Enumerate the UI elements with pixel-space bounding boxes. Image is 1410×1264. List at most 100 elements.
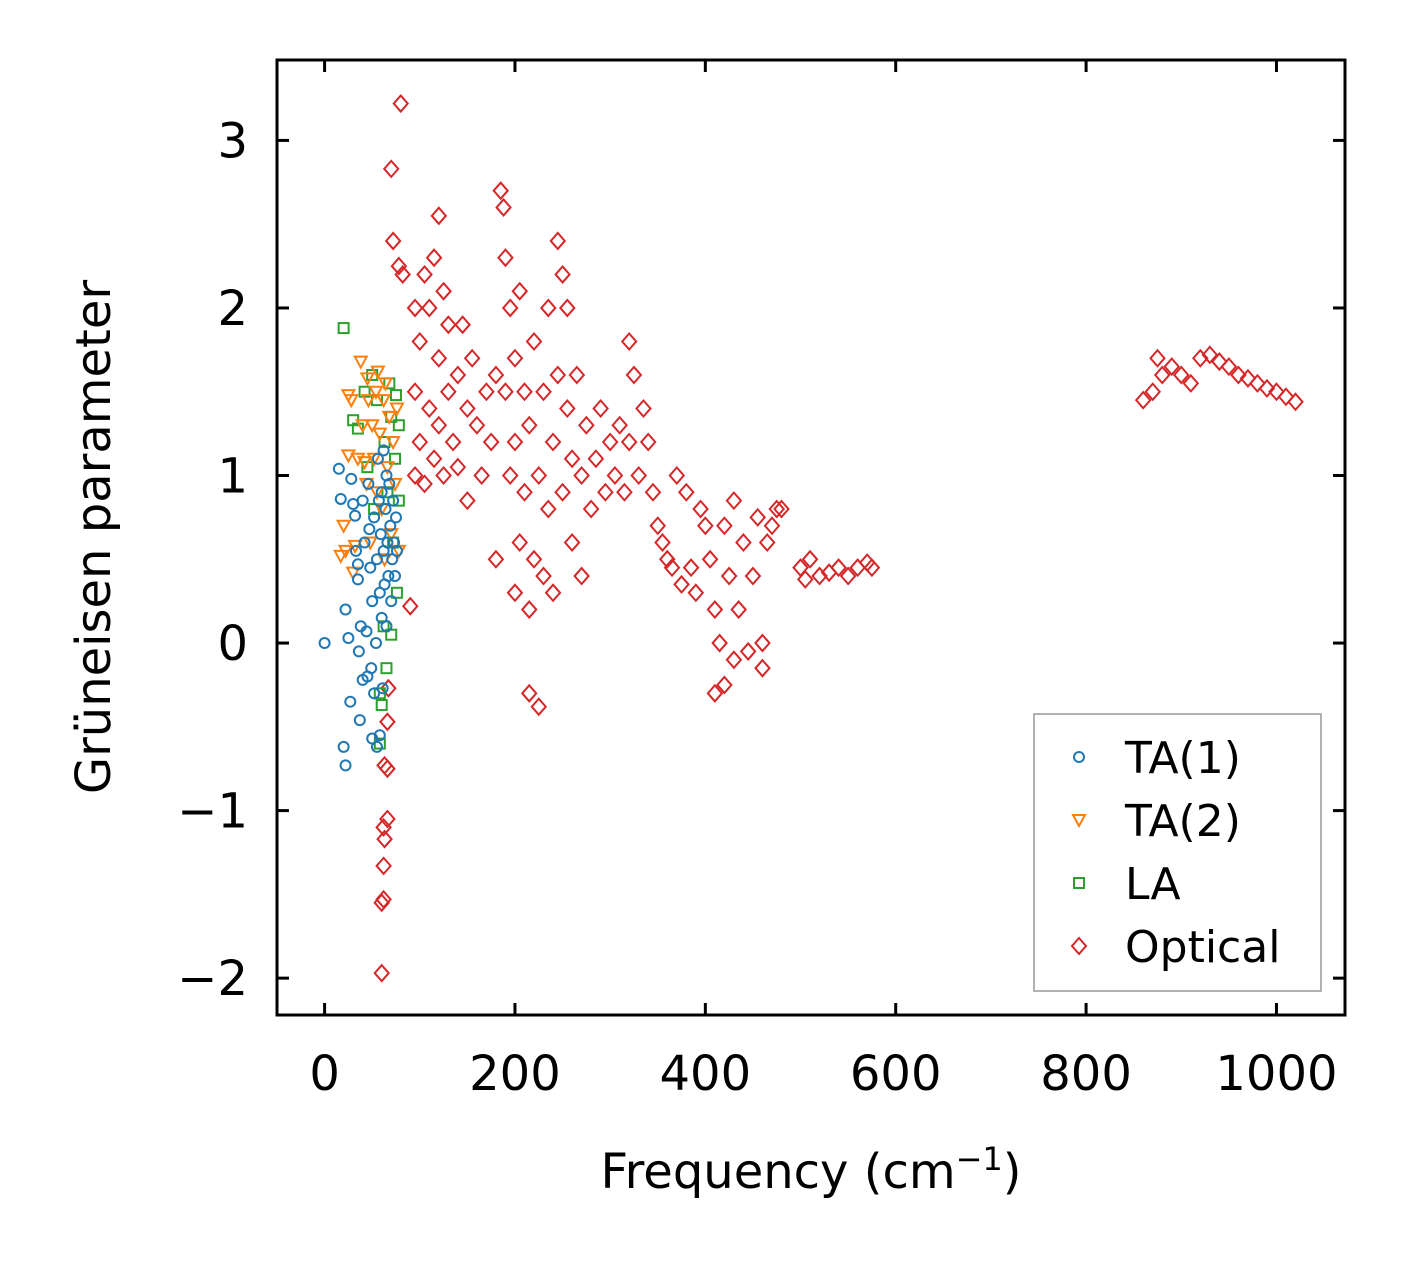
data-point [482, 432, 500, 452]
data-point [563, 533, 581, 553]
data-point [1258, 378, 1276, 398]
data-point [356, 494, 369, 507]
data-point [606, 465, 624, 486]
data-point [863, 558, 881, 578]
data-point [375, 699, 388, 712]
data-point [392, 94, 410, 114]
y-axis-label: Grüneisen parameter [66, 280, 122, 795]
data-point [337, 544, 354, 559]
data-point [337, 740, 350, 753]
data-point [663, 558, 681, 578]
data-point [377, 377, 394, 392]
data-point [725, 491, 743, 511]
data-point [1163, 357, 1181, 377]
data-point [644, 482, 662, 502]
data-point [444, 432, 462, 452]
data-point [351, 558, 364, 571]
data-point [549, 231, 567, 251]
data-point [592, 398, 609, 419]
data-point [506, 348, 524, 368]
data-point [1134, 390, 1152, 410]
data-point [371, 452, 384, 465]
legend-marker-icon [1073, 877, 1085, 889]
axis-ticks: 0 200 400 600 800 1000 −2 −1 0 1 2 3 [177, 60, 1345, 1102]
data-point [701, 549, 719, 569]
data-point [506, 432, 524, 452]
data-point [370, 365, 386, 380]
data-point [377, 444, 390, 457]
data-point [611, 415, 629, 435]
data-point [1277, 387, 1295, 407]
data-point [390, 544, 403, 557]
data-point [1220, 357, 1238, 377]
data-point [379, 503, 392, 516]
data-point [366, 595, 379, 608]
data-point [525, 331, 543, 351]
data-point [511, 533, 529, 553]
y-tick-label: −2 [177, 951, 248, 1007]
data-point [459, 398, 476, 419]
data-point [376, 755, 393, 775]
data-point [1211, 352, 1228, 372]
data-point [530, 465, 548, 486]
data-point [554, 482, 571, 502]
legend-label: Optical [1125, 922, 1280, 973]
data-point [506, 583, 524, 603]
data-point [716, 516, 733, 536]
data-point [383, 528, 399, 543]
data-point [369, 486, 385, 501]
data-point [379, 712, 396, 732]
data-point [351, 573, 364, 586]
plot-frame [275, 58, 1347, 1017]
data-point [501, 298, 519, 318]
data-point [563, 449, 581, 469]
data-point [582, 499, 600, 519]
data-point [406, 298, 424, 318]
data-point [1201, 345, 1219, 365]
data-point [1172, 365, 1190, 385]
data-point [350, 452, 366, 467]
data-point [381, 486, 394, 499]
data-point [544, 432, 562, 452]
data-point [340, 449, 357, 464]
data-point [449, 365, 467, 385]
data-point [1249, 373, 1266, 393]
data-point [385, 436, 401, 451]
data-point [364, 419, 380, 434]
data-point [768, 499, 786, 519]
data-point [440, 382, 457, 402]
data-point [318, 637, 331, 650]
data-point [416, 474, 433, 494]
data-point [716, 675, 733, 695]
data-point [635, 398, 652, 419]
data-point [549, 365, 567, 385]
data-point [384, 519, 397, 532]
data-point [425, 248, 443, 268]
data-point [1149, 348, 1166, 368]
data-point [673, 574, 690, 594]
data-point [654, 533, 671, 553]
legend-label: TA(2) [1124, 796, 1241, 847]
data-point [335, 519, 352, 534]
data-point [449, 457, 467, 477]
data-point [430, 206, 448, 226]
y-tick-label: 2 [217, 281, 248, 337]
y-tick-label: −1 [177, 784, 248, 840]
data-point [368, 511, 381, 524]
x-tick-label: 600 [850, 1046, 942, 1102]
data-point [375, 486, 388, 499]
data-point [1239, 368, 1257, 388]
legend-box [1033, 713, 1322, 992]
data-point [682, 558, 700, 578]
data-point [497, 248, 514, 268]
data-point [830, 558, 847, 578]
x-tick-label: 400 [660, 1046, 752, 1102]
data-point [362, 477, 375, 490]
data-point [373, 963, 391, 983]
data-point [620, 331, 638, 351]
data-point [525, 549, 543, 569]
data-point [749, 507, 767, 527]
y-tick-label: 3 [217, 113, 248, 169]
data-point [339, 603, 352, 616]
data-point [387, 494, 400, 507]
